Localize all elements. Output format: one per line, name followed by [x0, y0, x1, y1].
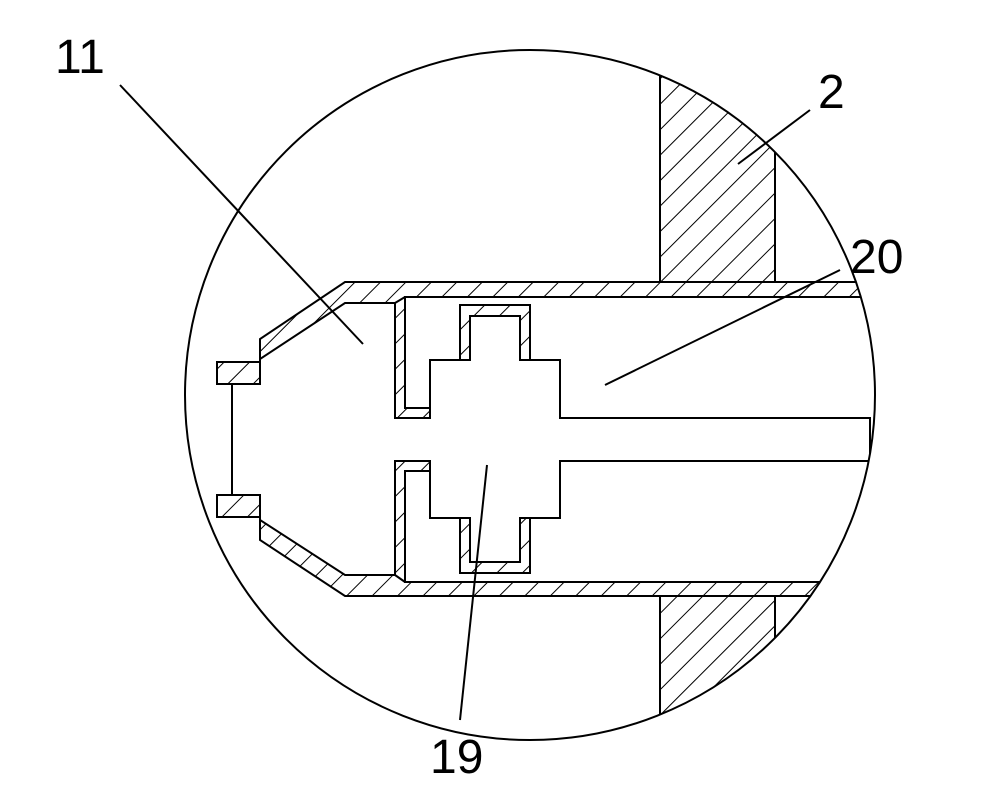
- wall-lower-hatch: [660, 596, 775, 781]
- clipped-content: [217, 0, 875, 781]
- label-11: 11: [55, 30, 105, 85]
- wall-upper-hatch: [660, 0, 775, 282]
- diagram-svg: [0, 0, 1000, 781]
- label-2: 2: [818, 65, 845, 120]
- label-19: 19: [430, 730, 483, 785]
- label-20: 20: [850, 230, 903, 285]
- leader-11: [120, 85, 363, 344]
- nozzle-hollow: [232, 303, 870, 575]
- diagram-stage: 11 2 20 19: [0, 0, 1000, 781]
